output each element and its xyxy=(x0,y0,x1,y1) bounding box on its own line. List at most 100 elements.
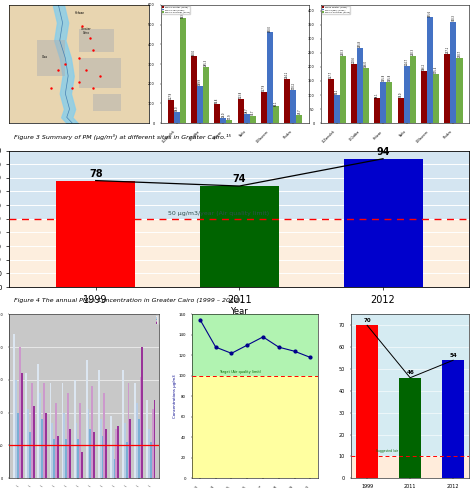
Text: 123.8: 123.8 xyxy=(238,91,243,98)
Bar xyxy=(21,373,23,478)
Bar xyxy=(328,79,334,123)
Bar xyxy=(152,409,154,478)
Bar xyxy=(374,99,380,123)
Text: 17.9: 17.9 xyxy=(228,114,231,119)
Bar xyxy=(124,423,126,478)
Bar xyxy=(33,406,35,478)
Bar xyxy=(77,439,79,478)
Bar xyxy=(180,18,186,123)
Bar xyxy=(73,380,75,478)
Text: 145.8: 145.8 xyxy=(387,74,392,81)
Text: 86.1: 86.1 xyxy=(274,100,278,105)
Text: 189.9: 189.9 xyxy=(198,78,202,85)
Text: 46: 46 xyxy=(406,370,414,375)
Bar xyxy=(31,383,33,478)
Bar xyxy=(134,383,136,478)
Bar xyxy=(98,370,100,478)
Bar xyxy=(122,370,124,478)
Text: 29.0: 29.0 xyxy=(221,112,225,117)
Bar xyxy=(291,90,296,123)
Text: 78: 78 xyxy=(89,169,102,179)
Text: 265.8: 265.8 xyxy=(358,41,362,47)
Y-axis label: Concentrations μg/m3: Concentrations μg/m3 xyxy=(173,374,177,418)
Bar xyxy=(51,423,53,478)
Text: 50 μg/m3/year (Air quality limit): 50 μg/m3/year (Air quality limit) xyxy=(167,211,269,216)
Bar xyxy=(227,120,232,123)
Text: 204.7: 204.7 xyxy=(405,58,409,65)
Bar xyxy=(154,400,155,478)
Bar xyxy=(69,429,71,478)
Bar xyxy=(351,456,469,478)
Bar xyxy=(340,56,346,123)
Text: 94: 94 xyxy=(376,147,390,157)
Bar xyxy=(13,334,15,478)
Text: 117.9: 117.9 xyxy=(169,92,173,100)
Bar xyxy=(103,393,105,478)
Bar xyxy=(112,446,114,478)
Text: 375.6: 375.6 xyxy=(428,9,432,17)
Bar xyxy=(39,393,41,478)
Bar xyxy=(203,67,209,123)
Bar xyxy=(79,28,114,52)
Bar xyxy=(88,409,90,478)
Text: 91.0: 91.0 xyxy=(399,91,402,97)
Bar xyxy=(296,115,302,123)
Text: 196.0: 196.0 xyxy=(364,61,368,67)
Bar xyxy=(138,419,140,478)
Text: 230.7: 230.7 xyxy=(457,50,462,58)
Text: 224.1: 224.1 xyxy=(285,71,289,79)
Bar xyxy=(49,383,51,478)
Bar xyxy=(334,95,340,123)
Text: 99.1: 99.1 xyxy=(335,89,339,95)
Bar xyxy=(57,436,59,478)
Bar xyxy=(86,360,88,478)
Bar xyxy=(81,452,83,478)
Bar xyxy=(26,373,27,478)
Text: 210.6: 210.6 xyxy=(352,56,356,63)
Text: 48.7: 48.7 xyxy=(245,107,249,113)
Bar xyxy=(363,68,369,123)
Bar xyxy=(433,74,439,123)
Text: 36.7: 36.7 xyxy=(251,110,255,115)
Bar xyxy=(344,159,422,287)
Bar xyxy=(146,400,148,478)
Bar xyxy=(173,112,180,123)
Bar xyxy=(90,429,91,478)
Bar xyxy=(116,429,118,478)
Bar xyxy=(100,419,101,478)
Bar xyxy=(267,33,273,123)
Bar xyxy=(220,118,227,123)
Text: Figure 4 The annual PM₂.₅ Concentration in Greater Cairo (1999 – 2012).: Figure 4 The annual PM₂.₅ Concentration … xyxy=(14,298,243,303)
Text: 533.0: 533.0 xyxy=(181,10,185,18)
Text: 58.0: 58.0 xyxy=(174,106,179,111)
Bar xyxy=(9,219,469,287)
Bar xyxy=(43,383,45,478)
Bar xyxy=(244,114,250,123)
Bar xyxy=(29,432,31,478)
Text: 157.9: 157.9 xyxy=(262,84,266,91)
Text: 145.8: 145.8 xyxy=(382,74,385,81)
Bar xyxy=(386,82,392,123)
Text: 99.8: 99.8 xyxy=(215,98,219,103)
Bar xyxy=(356,325,378,478)
Bar xyxy=(126,442,128,478)
Bar xyxy=(64,413,65,478)
Bar xyxy=(53,439,55,478)
Text: C) PM₂.₅: C) PM₂.₅ xyxy=(387,165,403,169)
Text: Giza: Giza xyxy=(41,55,47,59)
Bar xyxy=(261,92,267,123)
Bar xyxy=(128,383,129,478)
Bar xyxy=(442,360,464,478)
Bar xyxy=(142,347,143,478)
Text: 360.3: 360.3 xyxy=(451,14,456,21)
Bar xyxy=(118,426,119,478)
Text: 240.3: 240.3 xyxy=(341,47,345,55)
Bar xyxy=(79,58,121,88)
Text: 285.3: 285.3 xyxy=(204,59,208,66)
Text: 175.4: 175.4 xyxy=(434,66,438,73)
Bar xyxy=(167,100,173,123)
Text: 186.2: 186.2 xyxy=(422,63,426,70)
Text: 247.1: 247.1 xyxy=(446,45,449,53)
Text: 70: 70 xyxy=(364,318,371,323)
Bar xyxy=(105,429,107,478)
